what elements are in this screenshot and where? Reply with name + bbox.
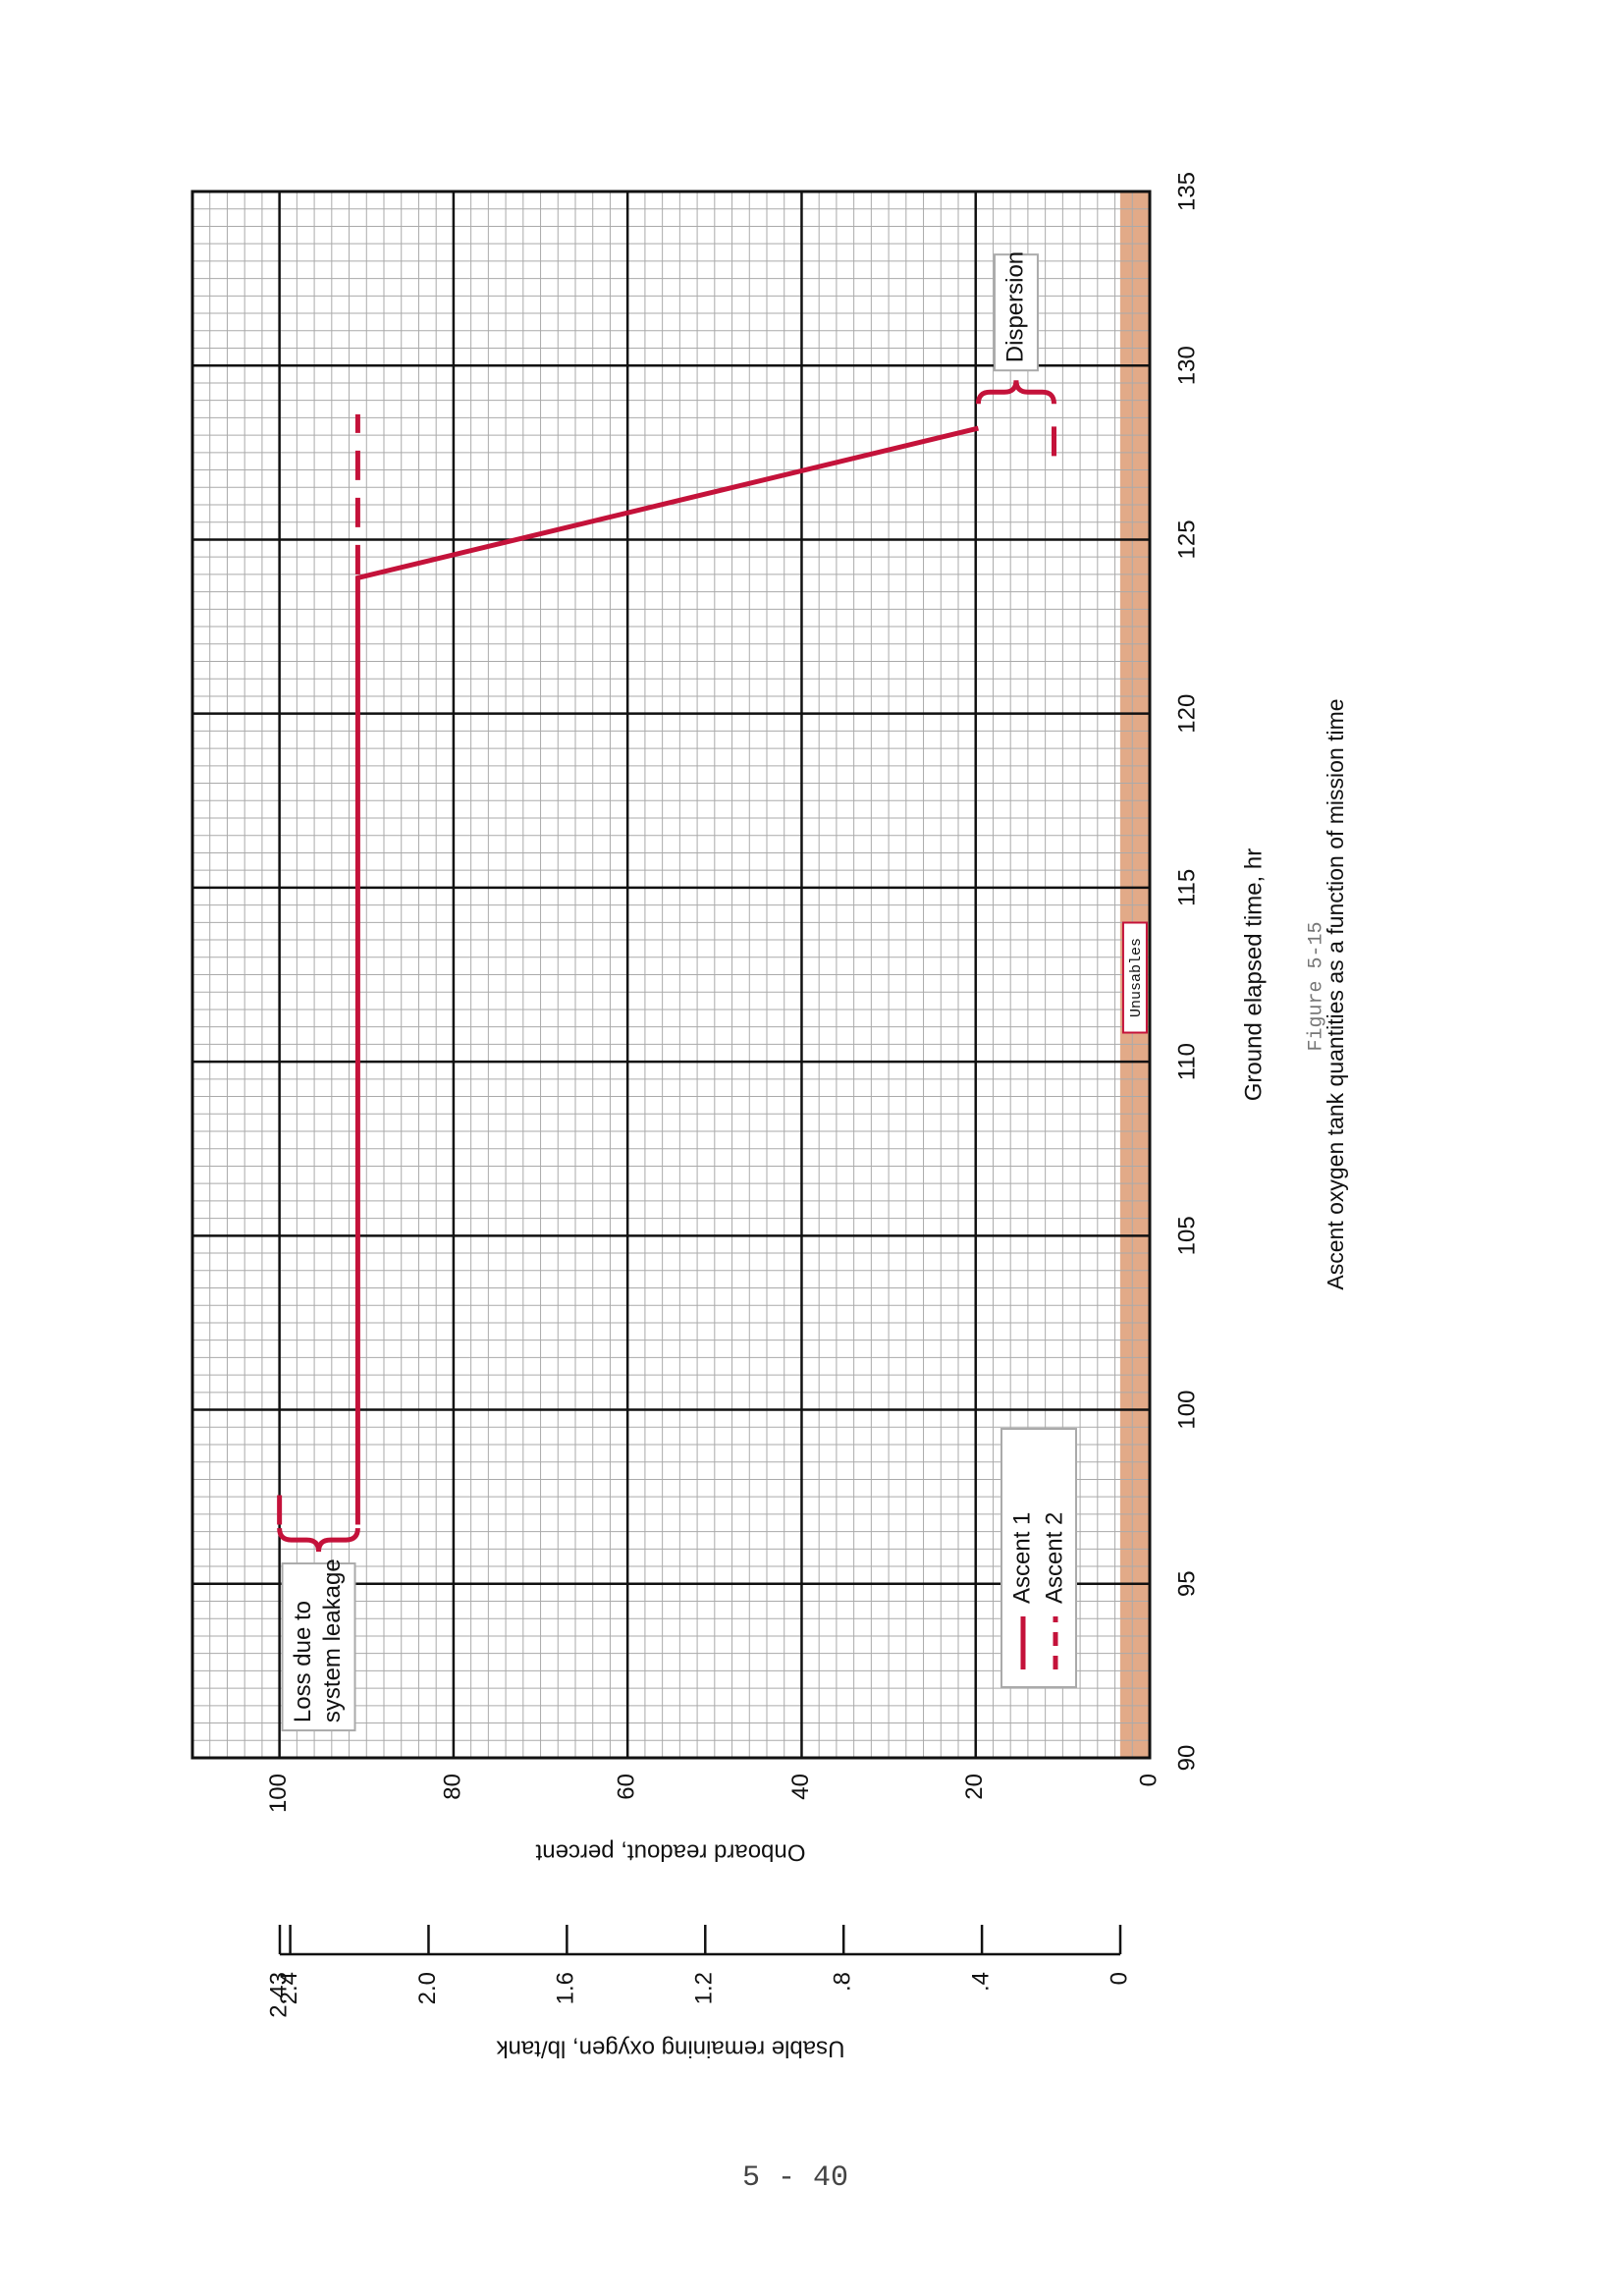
x-tick-label: 100 — [1173, 1391, 1200, 1430]
y2-tick-label: 2.43 — [265, 1972, 292, 2018]
page-number: 5 - 40 — [742, 2161, 848, 2195]
y2-tick-label: 1.2 — [691, 1972, 718, 2004]
y-tick-label: 0 — [1135, 1774, 1162, 1786]
y2-tick-label: 1.6 — [553, 1972, 579, 2004]
x-tick-label: 130 — [1173, 346, 1200, 385]
y-tick-label: 40 — [787, 1774, 814, 1800]
y-tick-label: 80 — [439, 1774, 465, 1800]
legend-label: Ascent 1 — [1008, 1512, 1035, 1604]
x-tick-label: 135 — [1173, 172, 1200, 211]
x-tick-label: 125 — [1173, 519, 1200, 559]
annotation-text: system leakage — [319, 1558, 346, 1722]
plot-frame — [190, 190, 1152, 1760]
y2-tick-label: .8 — [830, 1972, 856, 1992]
y2-axis-title: Usable remaining oxygen, lb/tank — [496, 2036, 845, 2062]
figure-label: Figure 5-15 — [1305, 921, 1327, 1051]
series-line — [354, 425, 979, 1525]
y-tick-label: 60 — [614, 1774, 640, 1800]
chart: 90 95 100 105 110 115 120 125 130 135 0 20 40 60 80 100… — [190, 172, 1348, 2018]
x-tick-label: 95 — [1173, 1570, 1200, 1597]
y-axis-title: Onboard readout, percent — [535, 1839, 805, 1866]
y-tick-label: 20 — [961, 1774, 988, 1800]
legend-label: Ascent 2 — [1041, 1512, 1067, 1604]
y2-tick-label: 2.0 — [414, 1972, 441, 2004]
x-tick-label: 90 — [1173, 1745, 1200, 1772]
legend-box — [1000, 1428, 1077, 1688]
x-tick-label: 110 — [1173, 1043, 1200, 1080]
x-tick-label: 115 — [1173, 869, 1200, 906]
annotation-box — [993, 253, 1039, 372]
x-tick-label: 105 — [1173, 1216, 1200, 1255]
y2-tick-label: .4 — [967, 1972, 994, 1992]
annotation-text: Loss due to — [290, 1601, 316, 1722]
series-line — [277, 413, 1056, 1525]
y2-tick-label: 2.4 — [276, 1972, 302, 2004]
band-label: Unusables — [1128, 938, 1145, 1017]
band-label-box — [1121, 921, 1148, 1034]
y-tick-label: 100 — [265, 1774, 292, 1813]
x-tick-label: 120 — [1173, 694, 1200, 734]
y2-tick-label: 0 — [1106, 1972, 1132, 1985]
annotation-text: Dispersion — [1001, 251, 1028, 362]
annotation-box — [281, 1562, 356, 1732]
x-axis-title: Ground elapsed time, hr — [1240, 848, 1267, 1101]
figure-caption: Ascent oxygen tank quantities as a funct… — [1323, 698, 1348, 1289]
